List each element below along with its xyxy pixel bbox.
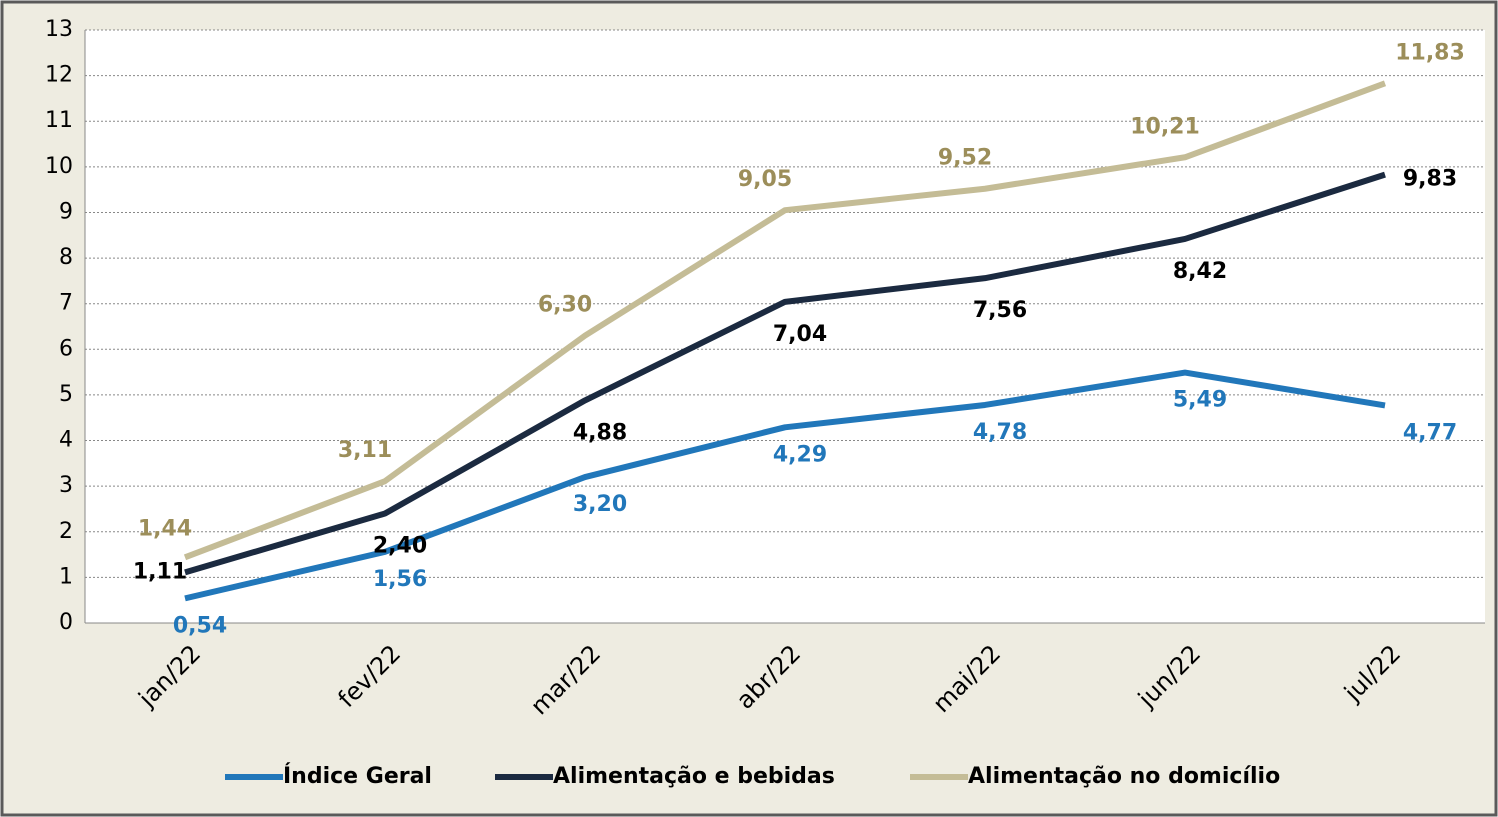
value-label: 2,40 (373, 534, 427, 559)
y-tick-label: 13 (45, 17, 73, 42)
y-tick-label: 10 (45, 154, 73, 179)
y-tick-label: 6 (59, 336, 73, 361)
y-tick-label: 4 (59, 428, 73, 453)
legend-label: Alimentação no domicílio (968, 764, 1280, 789)
value-label: 6,30 (538, 293, 592, 318)
value-label: 3,20 (573, 492, 627, 517)
y-tick-label: 0 (59, 610, 73, 635)
series-line (184, 171, 1386, 576)
value-label: 7,04 (773, 322, 827, 347)
value-label: 5,49 (1173, 388, 1227, 413)
value-label: 1,56 (373, 567, 427, 592)
value-label: 9,52 (938, 146, 992, 171)
legend-label: Índice Geral (283, 763, 432, 789)
value-label: 8,42 (1173, 259, 1227, 284)
y-tick-label: 2 (59, 519, 73, 544)
value-label: 4,88 (573, 420, 627, 445)
y-tick-label: 1 (59, 564, 73, 589)
y-tick-label: 9 (59, 199, 73, 224)
y-tick-label: 11 (45, 108, 73, 133)
value-label: 1,11 (133, 559, 187, 584)
value-label: 1,44 (138, 516, 192, 541)
value-label: 10,21 (1130, 114, 1200, 139)
value-label: 11,83 (1395, 40, 1465, 65)
value-label: 4,78 (973, 420, 1027, 445)
y-tick-label: 12 (45, 63, 73, 88)
y-tick-label: 7 (59, 291, 73, 316)
y-tick-label: 3 (59, 473, 73, 498)
legend-label: Alimentação e bebidas (553, 764, 835, 789)
plot-area (85, 30, 1485, 623)
value-label: 9,05 (738, 167, 792, 192)
series-line (184, 369, 1386, 602)
series-line (183, 80, 1387, 561)
value-label: 4,29 (773, 442, 827, 467)
value-label: 4,77 (1403, 420, 1457, 445)
y-tick-label: 5 (59, 382, 73, 407)
value-label: 9,83 (1403, 167, 1457, 192)
value-label: 7,56 (973, 298, 1027, 323)
value-label: 3,11 (338, 438, 392, 463)
y-tick-label: 8 (59, 245, 73, 270)
value-label: 0,54 (173, 613, 227, 638)
